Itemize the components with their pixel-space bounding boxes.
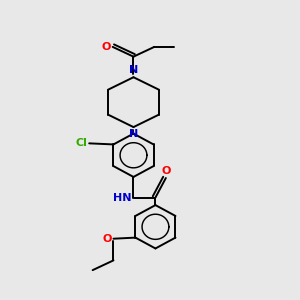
Text: HN: HN: [113, 193, 132, 202]
Text: O: O: [103, 234, 112, 244]
Text: Cl: Cl: [76, 138, 88, 148]
Text: O: O: [102, 42, 111, 52]
Text: N: N: [129, 65, 138, 75]
Text: O: O: [161, 166, 170, 176]
Text: N: N: [129, 129, 138, 139]
